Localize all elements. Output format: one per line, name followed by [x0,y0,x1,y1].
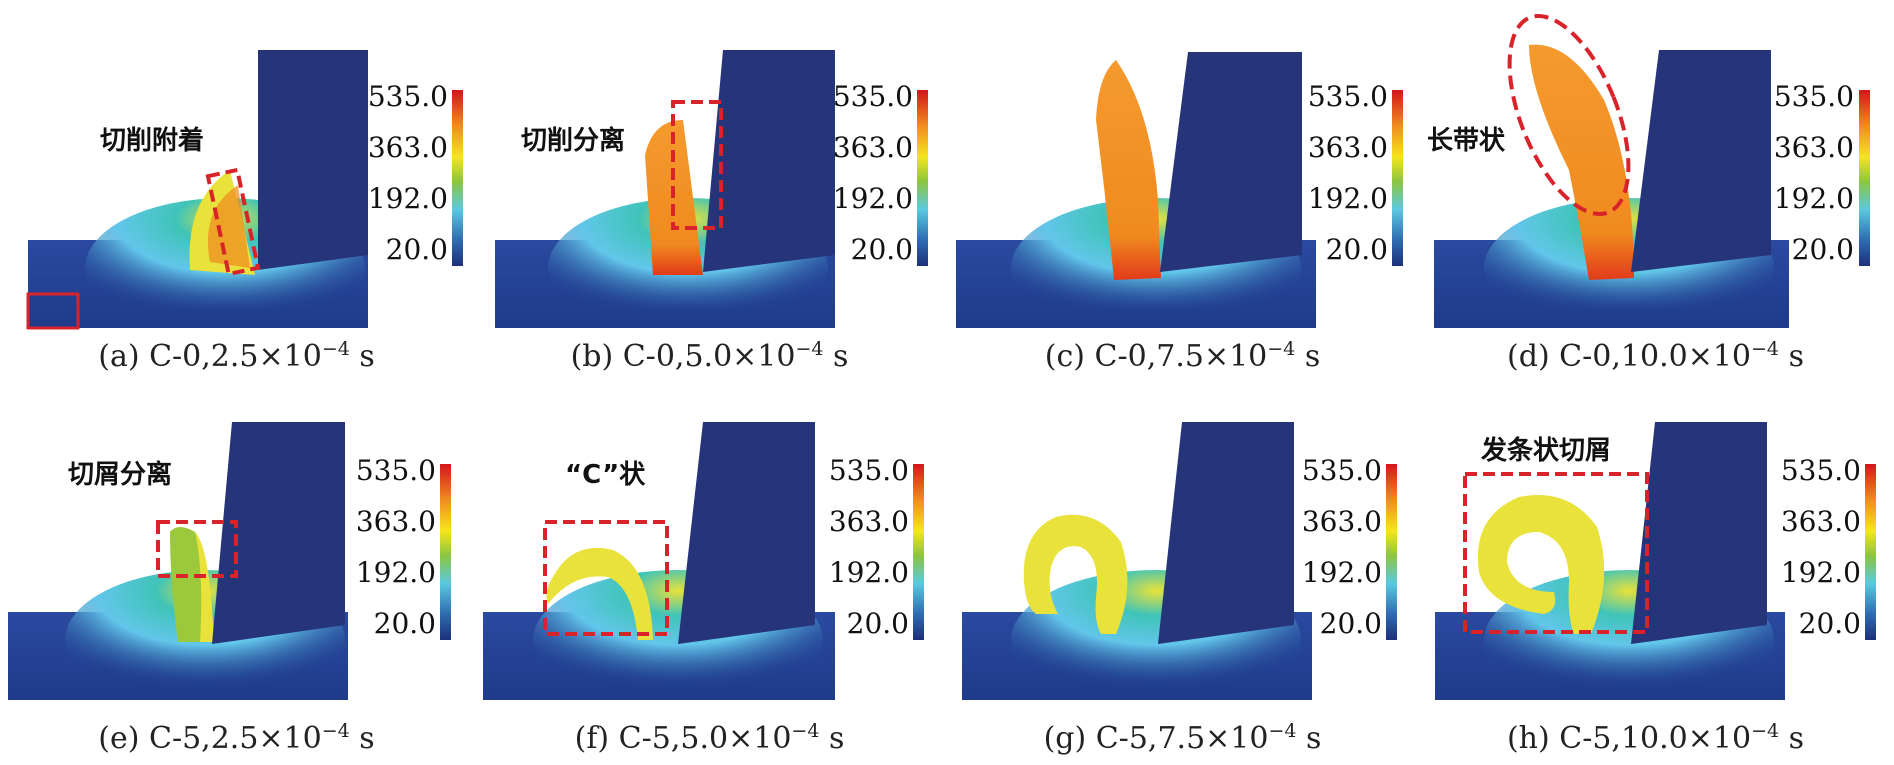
caption-d: (d) C-0,10.0×10−4 s [1507,338,1804,374]
annotation-e: 切屑分离 [68,460,173,490]
tick-min-g: 20.0 [1319,607,1382,640]
tick-2-f: 363.0 [828,505,909,538]
tick-min-b: 20.0 [850,233,913,266]
simulation-e [8,422,348,710]
tick-2-e: 363.0 [355,505,436,538]
tick-3-b: 192.0 [832,182,913,215]
panel-e: 切屑分离 535.0 363.0 192.0 20.0 (e) C-5,2.5×… [0,382,473,764]
tick-3-e: 192.0 [355,556,436,589]
tick-3-d: 192.0 [1773,182,1854,215]
tick-2-g: 363.0 [1301,505,1382,538]
colorbar-h [1865,464,1876,640]
caption-g: (g) C-5,7.5×10−4 s [1043,720,1322,756]
annotation-b: 切削分离 [521,126,626,156]
colorbar-c [1392,90,1403,266]
colorbar-d [1859,90,1870,266]
colorbar-b [917,90,928,266]
simulation-c [956,52,1316,338]
tick-min-f: 20.0 [846,607,909,640]
caption-h: (h) C-5,10.0×10−4 s [1506,720,1805,756]
panel-h: 发条状切屑 535.0 363.0 192.0 20.0 (h) C-5,10.… [1419,382,1892,764]
caption-e: (e) C-5,2.5×10−4 s [98,720,375,756]
panel-b: 切削分离 535.0 363.0 192.0 20.0 (b) C-0,5.0×… [473,0,946,382]
tick-2-b: 363.0 [832,131,913,164]
tick-max-f: 535.0 [828,454,909,487]
tick-3-c: 192.0 [1307,182,1388,215]
tick-min-e: 20.0 [373,607,436,640]
simulation-b [495,50,835,338]
annotation-h: 发条状切屑 [1481,436,1612,466]
panel-f: “C”状 535.0 363.0 192.0 20.0 (f) C-5,5.0×… [473,382,946,764]
tick-min-c: 20.0 [1325,233,1388,266]
tick-2-h: 363.0 [1780,505,1861,538]
tick-max-g: 535.0 [1301,454,1382,487]
tick-3-h: 192.0 [1780,556,1861,589]
tick-2-c: 363.0 [1307,131,1388,164]
annotation-d: 长带状 [1427,126,1506,156]
panel-d: 长带状 535.0 363.0 192.0 20.0 (d) C-0,10.0×… [1419,0,1892,382]
tick-min-a: 20.0 [385,233,448,266]
annotation-a: 切削附着 [100,126,205,156]
tick-max-d: 535.0 [1773,80,1854,113]
tick-3-g: 192.0 [1301,556,1382,589]
panel-a: 切削附着 535.0 363.0 192.0 20.0 (a) C-0,2.5×… [0,0,473,382]
caption-f: (f) C-5,5.0×10−4 s [574,720,845,756]
simulation-h [1435,422,1785,710]
colorbar-e [440,464,451,640]
simulation-f [483,422,835,710]
caption-a: (a) C-0,2.5×10−4 s [98,338,375,374]
tick-max-h: 535.0 [1780,454,1861,487]
panel-c: 535.0 363.0 192.0 20.0 (c) C-0,7.5×10−4 … [946,0,1419,382]
tick-max-b: 535.0 [832,80,913,113]
tick-max-e: 535.0 [355,454,436,487]
tick-3-a: 192.0 [367,182,448,215]
tick-3-f: 192.0 [828,556,909,589]
tick-min-d: 20.0 [1791,233,1854,266]
panel-g: 535.0 363.0 192.0 20.0 (g) C-5,7.5×10−4 … [946,382,1419,764]
tick-2-d: 363.0 [1773,131,1854,164]
simulation-a [26,50,368,338]
colorbar-a [452,90,463,266]
colorbar-f [913,464,924,640]
simulation-d [1434,13,1789,338]
simulation-g [962,422,1312,710]
tick-max-a: 535.0 [367,80,448,113]
caption-c: (c) C-0,7.5×10−4 s [1044,338,1321,374]
tick-min-h: 20.0 [1798,607,1861,640]
caption-b: (b) C-0,5.0×10−4 s [570,338,849,374]
tick-max-c: 535.0 [1307,80,1388,113]
tick-2-a: 363.0 [367,131,448,164]
annotation-f: “C”状 [565,460,646,490]
colorbar-g [1386,464,1397,640]
